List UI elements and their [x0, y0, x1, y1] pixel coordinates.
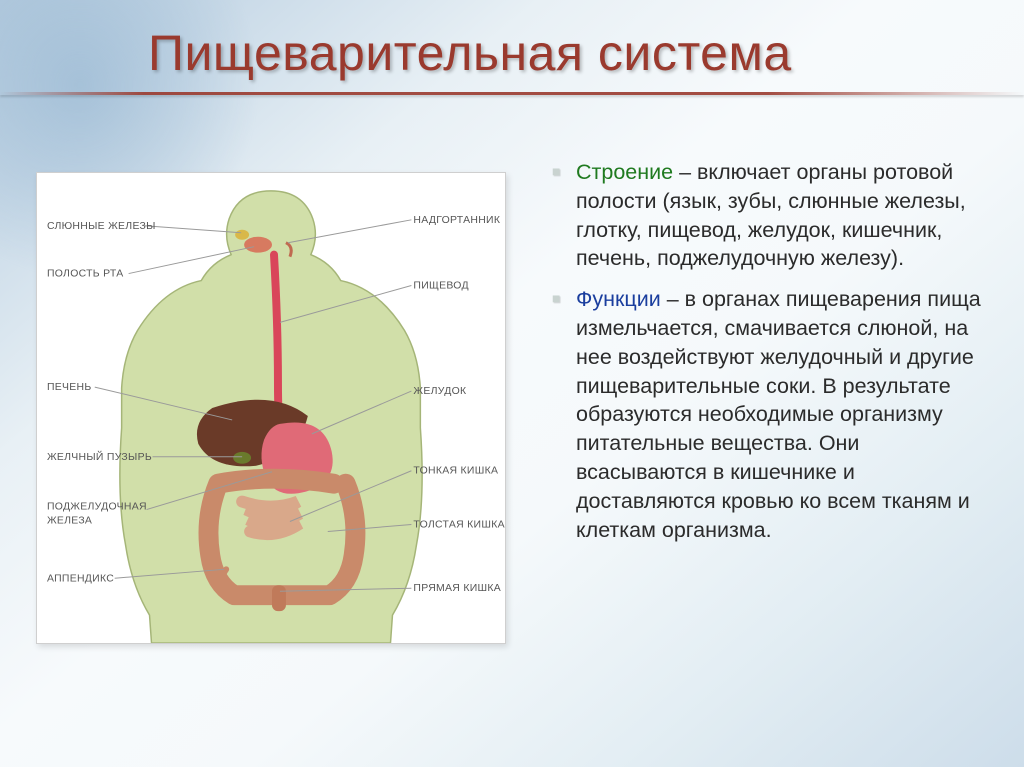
- oral-cavity: [244, 237, 272, 253]
- bullet-item: Функции – в органах пищеварения пища изм…: [550, 285, 990, 544]
- anatomy-svg: СЛЮННЫЕ ЖЕЛЕЗЫ ПОЛОСТЬ РТА ПЕЧЕНЬ ЖЕЛЧНЫЙ П…: [37, 173, 505, 643]
- bullet-text: – в органах пищеварения пища измельчаетс…: [576, 287, 981, 541]
- diagram-label: НАДГОРТАННИК: [413, 215, 500, 226]
- rectum: [272, 585, 286, 611]
- appendix: [223, 569, 227, 583]
- diagram-label: ЖЕЛЧНЫЙ ПУЗЫРЬ: [47, 450, 152, 463]
- diagram-label: АППЕНДИКС: [47, 573, 114, 584]
- small-intestine: [242, 502, 300, 535]
- bullet-lead: Функции: [576, 287, 661, 311]
- salivary-gland: [235, 230, 249, 240]
- title-underline: [0, 92, 1024, 95]
- page-title: Пищеварительная система: [148, 24, 792, 82]
- diagram-label: ТОНКАЯ КИШКА: [413, 466, 498, 477]
- gallbladder: [233, 452, 251, 464]
- diagram-label: ПИЩЕВОД: [413, 281, 468, 292]
- diagram-label: ПРЯМАЯ КИШКА: [413, 583, 501, 594]
- diagram-label: ЖЕЛУДОК: [413, 386, 467, 397]
- diagram-label: ТОЛСТАЯ КИШКА: [413, 519, 504, 530]
- bullet-lead: Строение: [576, 160, 673, 184]
- bullet-list: Строение – включает органы ротовой полос…: [550, 158, 990, 544]
- anatomy-diagram: СЛЮННЫЕ ЖЕЛЕЗЫ ПОЛОСТЬ РТА ПЕЧЕНЬ ЖЕЛЧНЫЙ П…: [36, 172, 506, 644]
- bullet-item: Строение – включает органы ротовой полос…: [550, 158, 990, 273]
- content-column: Строение – включает органы ротовой полос…: [550, 158, 990, 556]
- diagram-label: ПОДЖЕЛУДОЧНАЯ: [47, 502, 147, 513]
- diagram-label: СЛЮННЫЕ ЖЕЛЕЗЫ: [47, 221, 156, 232]
- diagram-label: ПОЛОСТЬ РТА: [47, 269, 124, 280]
- esophagus: [274, 255, 280, 426]
- diagram-label: ПЕЧЕНЬ: [47, 382, 92, 393]
- diagram-label: ЖЕЛЕЗА: [47, 516, 92, 527]
